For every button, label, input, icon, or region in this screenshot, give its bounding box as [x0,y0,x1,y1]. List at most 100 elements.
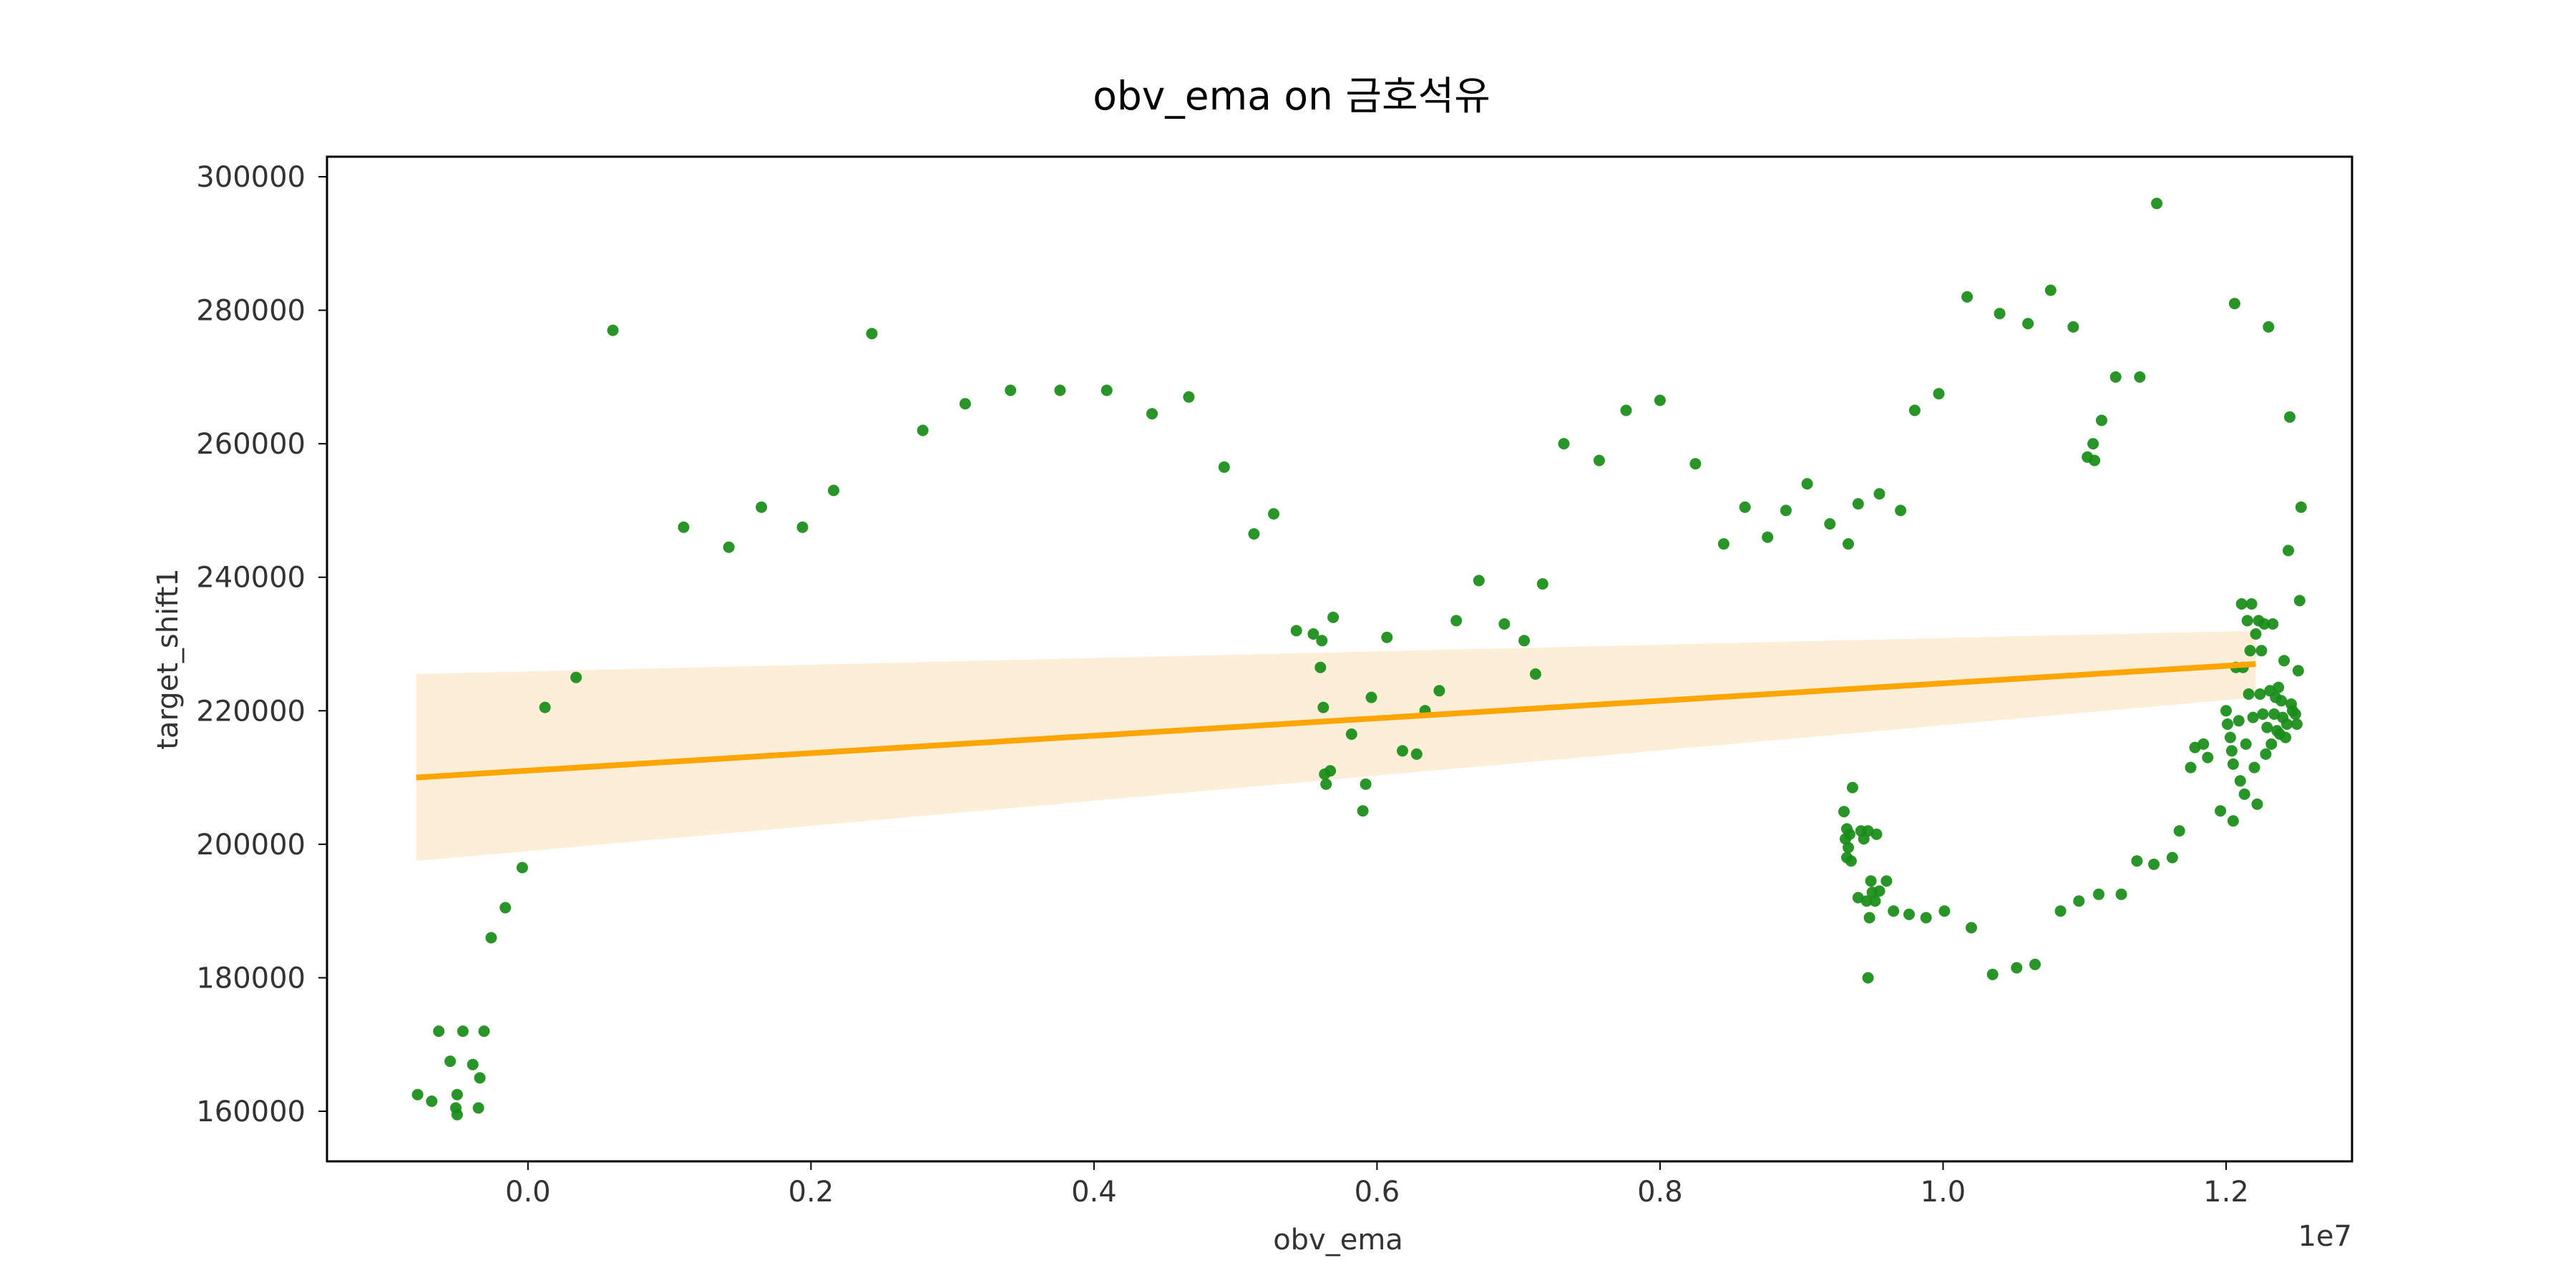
data-point [2289,708,2301,720]
data-point [1324,765,1337,777]
data-point [1593,454,1605,467]
data-point [1536,578,1548,590]
data-point [1865,875,1877,887]
data-point [828,484,839,497]
data-point [2228,298,2240,310]
data-point [2290,718,2303,730]
confidence-band [416,630,2256,862]
y-axis-ticks: 160000 180000 200000 220000 240000 260000 2800… [196,161,327,1128]
data-point [1908,404,1921,416]
data-point [478,1025,490,1038]
data-point [1903,908,1915,920]
data-point [1654,394,1666,406]
x-axis-label: obv_ema [1273,1224,1403,1257]
data-point [1433,685,1445,697]
data-point [2054,905,2067,917]
data-point [2238,788,2250,800]
data-point [516,862,528,874]
data-point [2243,688,2255,700]
data-point [1824,518,1836,530]
data-point [2263,321,2275,333]
data-point [444,1055,457,1068]
data-point [1218,461,1230,473]
data-point [1529,668,1541,680]
data-point [2087,438,2099,450]
data-point [917,424,929,436]
data-point [1966,922,1977,934]
y-tick-label: 300000 [196,161,306,194]
data-point [1895,504,1907,517]
data-point [451,1108,463,1121]
data-point [1843,841,1854,854]
data-point [2244,645,2256,657]
data-point [1860,895,1873,907]
data-point [796,521,809,533]
data-point [2250,628,2262,640]
data-point [2109,371,2122,383]
x-tick-label: 0.0 [505,1176,551,1209]
data-point [1994,308,2006,320]
data-point [1862,972,1874,984]
data-point [1410,748,1423,760]
data-point [2227,815,2239,827]
data-point [2260,748,2272,760]
x-axis-offset-label: 1e7 [2298,1220,2352,1253]
data-point [1863,912,1875,924]
data-point [1801,478,1813,490]
data-point [1307,628,1319,640]
data-point [1316,635,1328,647]
data-point [2029,958,2041,970]
y-tick-label: 200000 [196,829,306,862]
y-tick-label: 180000 [196,962,306,995]
data-point [1317,701,1330,713]
data-point [2148,858,2160,870]
data-point [433,1025,445,1038]
data-point [2234,775,2246,787]
data-point [2273,681,2285,693]
data-point [2281,718,2293,730]
y-tick-label: 160000 [196,1096,306,1128]
data-point [678,521,690,533]
data-point [1327,611,1340,623]
data-point [1933,388,1945,400]
data-points [411,197,2307,1121]
x-tick-label: 0.2 [789,1176,834,1209]
data-point [2295,501,2307,513]
data-point [457,1025,469,1038]
data-point [2265,738,2278,750]
data-point [2275,695,2288,707]
data-point [1290,625,1302,637]
data-point [2202,751,2214,763]
y-axis-label: target_shift1 [152,568,185,749]
data-point [1880,875,1893,887]
data-point [2278,655,2290,667]
data-point [472,1102,484,1114]
data-point [570,671,582,683]
data-point [2115,888,2127,900]
data-point [2257,708,2269,720]
y-tick-label: 240000 [196,562,306,595]
data-point [1397,745,1408,757]
data-point [1780,504,1792,517]
data-point [2240,738,2252,750]
x-tick-label: 1.2 [2203,1176,2249,1209]
data-point [411,1088,424,1101]
data-point [2134,371,2146,383]
data-point [2241,615,2253,627]
y-tick-label: 280000 [196,295,306,328]
data-point [1320,778,1332,790]
data-point [1146,408,1158,420]
data-point [1183,391,1195,403]
data-point [1843,828,1855,840]
data-point [2067,321,2079,333]
data-point [1054,384,1066,396]
data-point [1852,498,1864,510]
data-point [1558,438,1570,450]
data-point [2131,855,2143,867]
data-point [1450,615,1463,627]
data-point [2247,711,2259,723]
x-axis-ticks: 0.0 0.2 0.4 0.6 0.8 1.0 1.2 [505,1161,2249,1209]
data-point [2227,758,2239,770]
data-point [1843,538,1854,550]
